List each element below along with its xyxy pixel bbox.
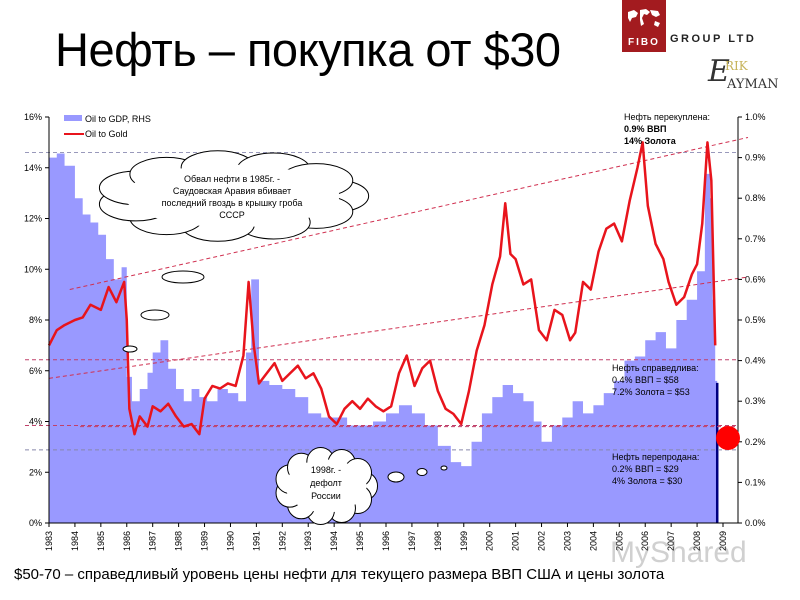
legend-area-swatch: [64, 115, 82, 121]
group-ltd-text: GROUP LTD: [670, 33, 757, 45]
overbought-annotation: Нефть перекуплена:: [624, 112, 710, 122]
x-tick-label: 1999: [459, 531, 469, 551]
right-tick-label: 0.8%: [745, 193, 766, 203]
x-tick-label: 1985: [96, 531, 106, 551]
upper-channel-trend-line: [69, 136, 749, 291]
x-tick-label: 1984: [70, 531, 80, 551]
x-tick-label: 1995: [355, 531, 365, 551]
oversold-annotation: 4% Золота = $30: [612, 476, 682, 486]
x-tick-label: 2009: [718, 531, 728, 551]
left-tick-label: 14%: [24, 163, 42, 173]
x-tick-label: 1990: [225, 531, 235, 551]
cloud-1985-text: СССР: [219, 210, 245, 220]
fair-annotation: Нефть справедлива:: [612, 363, 699, 373]
legend-label-gold: Oil to Gold: [85, 129, 128, 139]
footer-caption: $50-70 – справедливый уровень цены нефти…: [14, 566, 665, 583]
x-tick-label: 2001: [511, 531, 521, 551]
watermark: MyShared: [610, 536, 747, 569]
x-tick-label: 1996: [381, 531, 391, 551]
cloud-1985-text: последний гвоздь в крышку гроба: [162, 198, 303, 208]
oil-to-gold-line: [47, 141, 717, 436]
right-tick-label: 0.7%: [745, 234, 766, 244]
x-tick-label: 1988: [174, 531, 184, 551]
thought-bubble: [416, 468, 428, 476]
x-tick-label: 2008: [692, 531, 702, 551]
fair-annotation: 7.2% Золота = $53: [612, 387, 690, 397]
world-map-icon: [628, 9, 660, 27]
left-tick-label: 8%: [29, 315, 42, 325]
fibo-logo-text: FIBO: [628, 37, 660, 48]
right-tick-label: 0.3%: [745, 396, 766, 406]
cloud-1985-text: Саудовская Аравия вбивает: [173, 186, 291, 196]
thought-bubble: [440, 465, 448, 471]
fibo-logo: FIBO: [622, 0, 666, 52]
cloud-1998-callout: [275, 446, 379, 526]
cloud-1998-text: дефолт: [310, 478, 342, 488]
thought-bubble: [387, 471, 405, 483]
erik-initial: E: [708, 54, 730, 89]
left-tick-label: 10%: [24, 264, 42, 274]
thought-bubble: [140, 309, 170, 321]
lower-channel-trend-line: [48, 276, 749, 379]
thought-bubble: [161, 270, 205, 284]
x-tick-label: 1994: [329, 531, 339, 551]
cloud-1985-text: Обвал нефти в 1985г. -: [184, 174, 280, 184]
left-tick-label: 6%: [29, 366, 42, 376]
cloud-1998-text: 1998г. -: [311, 465, 341, 475]
target-price-marker: [716, 426, 740, 450]
nayman-text: AYMAN: [727, 77, 779, 92]
right-tick-label: 0.9%: [745, 153, 766, 163]
oversold-annotation: Нефть перепродана:: [612, 452, 699, 462]
x-tick-label: 1987: [148, 531, 158, 551]
x-tick-label: 2000: [485, 531, 495, 551]
x-tick-label: 2003: [562, 531, 572, 551]
x-tick-label: 2006: [640, 531, 650, 551]
x-tick-label: 2004: [588, 531, 598, 551]
right-tick-label: 0.0%: [745, 518, 766, 528]
right-tick-label: 0.6%: [745, 274, 766, 284]
x-tick-label: 2002: [537, 531, 547, 551]
left-tick-label: 4%: [29, 417, 42, 427]
legend-label-gdp: Oil to GDP, RHS: [85, 114, 151, 124]
cloud-body: [285, 459, 367, 513]
right-tick-label: 0.4%: [745, 356, 766, 366]
x-tick-label: 1991: [251, 531, 261, 551]
right-tick-label: 1.0%: [745, 112, 766, 122]
x-tick-label: 1983: [44, 531, 54, 551]
overbought-annotation: 0.9% ВВП: [624, 124, 666, 134]
erik-rest: RIK: [725, 59, 748, 73]
x-tick-label: 1992: [277, 531, 287, 551]
thought-bubble: [122, 345, 138, 353]
oversold-annotation: 0.2% ВВП = $29: [612, 464, 679, 474]
left-tick-label: 0%: [29, 518, 42, 528]
x-tick-label: 1993: [303, 531, 313, 551]
x-tick-label: 1998: [433, 531, 443, 551]
left-tick-label: 12%: [24, 214, 42, 224]
oil-to-gdp-area: [49, 153, 718, 524]
cloud-1998-text: России: [311, 491, 341, 501]
cloud-body: [124, 164, 340, 228]
right-tick-label: 0.2%: [745, 437, 766, 447]
fair-annotation: 0.4% ВВП = $58: [612, 375, 679, 385]
x-tick-label: 1989: [200, 531, 210, 551]
cloud-1985-callout: [98, 150, 370, 242]
x-tick-label: 1986: [122, 531, 132, 551]
left-tick-label: 16%: [24, 112, 42, 122]
x-tick-label: 1997: [407, 531, 417, 551]
overbought-annotation: 14% Золота: [624, 136, 677, 146]
right-tick-label: 0.5%: [745, 315, 766, 325]
left-tick-label: 2%: [29, 467, 42, 477]
right-tick-label: 0.1%: [745, 477, 766, 487]
x-tick-label: 2007: [666, 531, 676, 551]
x-tick-label: 2005: [614, 531, 624, 551]
page-title: Нефть – покупка от $30: [55, 23, 561, 76]
